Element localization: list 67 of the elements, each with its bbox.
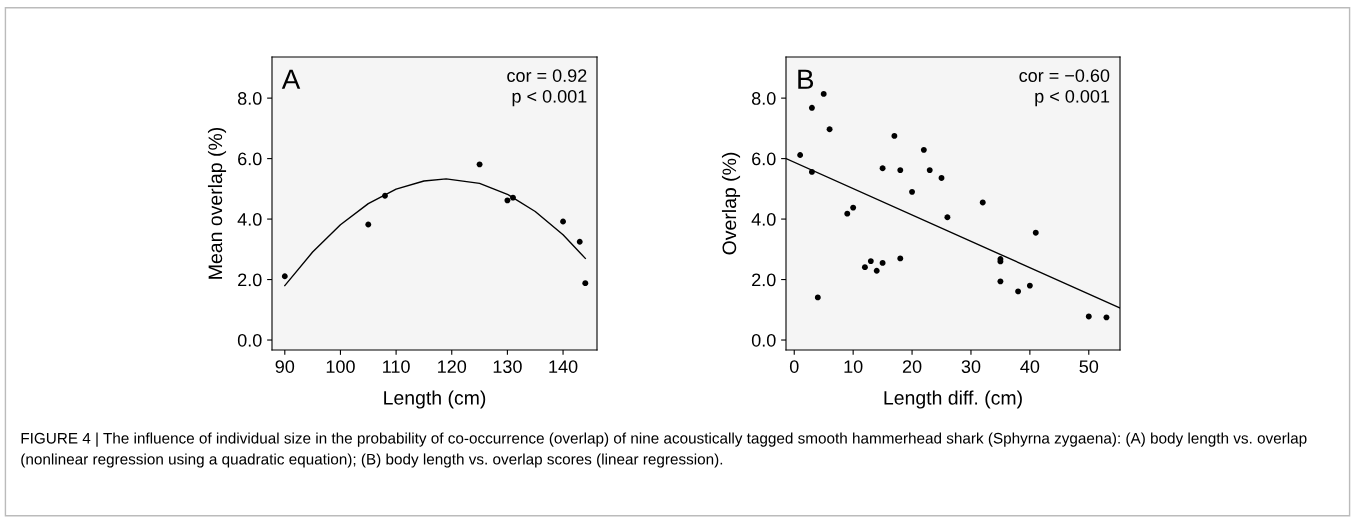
point <box>281 273 288 280</box>
x-tick-label: 10 <box>844 360 863 373</box>
point <box>1026 282 1033 289</box>
x-tick-label: 120 <box>438 360 467 373</box>
point <box>1015 288 1022 295</box>
point <box>808 104 815 111</box>
annotation: cor = 0.92 p < 0.001 <box>507 69 587 107</box>
point <box>560 218 566 225</box>
y-tick-label: 8.0 <box>751 92 776 105</box>
y-tick-label: 6.0 <box>238 152 262 166</box>
y-axis-title: Overlap (%) <box>721 152 741 255</box>
point <box>820 90 827 97</box>
y-tick-label: 0.0 <box>751 333 776 347</box>
point <box>938 175 945 181</box>
line-series <box>284 178 587 287</box>
point <box>850 204 857 211</box>
point <box>814 294 821 301</box>
point <box>476 161 483 168</box>
y-tick-label: 4.0 <box>237 213 262 226</box>
x-tick-label: 90 <box>275 360 295 373</box>
x-axis-title: Length (cm) <box>384 390 486 409</box>
x-tick-label: 20 <box>902 360 922 373</box>
y-tick-label: 2.0 <box>752 273 776 287</box>
point <box>576 238 583 245</box>
caption: FIGURE 4 | The influence of individual size in the probability of co-occurrence (overlap) of nine acoustically tagged smooth hammerhead shark (Sphyrna zygaena): (A) body length vs. overlap (nonlinear regression using a quadratic equation); (B) body length vs. overlap scores (linear regression). <box>21 432 1307 468</box>
x-tick-label: 50 <box>1079 360 1099 373</box>
y-tick-label: 8.0 <box>237 92 262 105</box>
annotation: A <box>281 69 301 89</box>
x-tick-label: 40 <box>1020 360 1040 373</box>
point <box>826 126 833 133</box>
point <box>879 165 886 172</box>
point <box>844 210 851 217</box>
point <box>926 167 933 174</box>
x-tick-label: 110 <box>383 360 410 373</box>
point <box>861 264 868 271</box>
x-tick-label: 100 <box>326 360 355 373</box>
point <box>944 214 951 221</box>
x-tick-label: 30 <box>961 360 981 373</box>
annotation: B <box>798 69 814 89</box>
point <box>1085 313 1092 320</box>
y-tick-label: 4.0 <box>751 213 776 226</box>
y-tick-label: 6.0 <box>752 152 776 166</box>
point <box>1103 314 1110 321</box>
point <box>873 267 880 274</box>
point <box>867 258 874 265</box>
point <box>1032 229 1039 236</box>
x-tick-label: 130 <box>493 360 522 373</box>
point <box>382 192 388 199</box>
point <box>797 152 804 158</box>
point <box>897 167 904 174</box>
x-axis-title: Length diff. (cm) <box>884 390 1022 409</box>
x-tick-label: 140 <box>549 360 578 373</box>
point <box>997 278 1004 285</box>
y-tick-label: 2.0 <box>238 273 262 287</box>
point <box>582 280 589 287</box>
point <box>504 197 511 204</box>
point <box>879 259 886 266</box>
point <box>909 188 916 195</box>
point <box>510 194 516 201</box>
y-tick-label: 0.0 <box>237 333 262 347</box>
point <box>808 168 815 175</box>
y-axis-title: Mean overlap (%) <box>207 127 227 279</box>
annotation: cor = −0.60 p < 0.001 <box>1019 69 1110 107</box>
point <box>920 146 927 153</box>
point <box>897 255 904 262</box>
point <box>891 132 898 139</box>
x-tick-label: 0 <box>789 360 799 373</box>
